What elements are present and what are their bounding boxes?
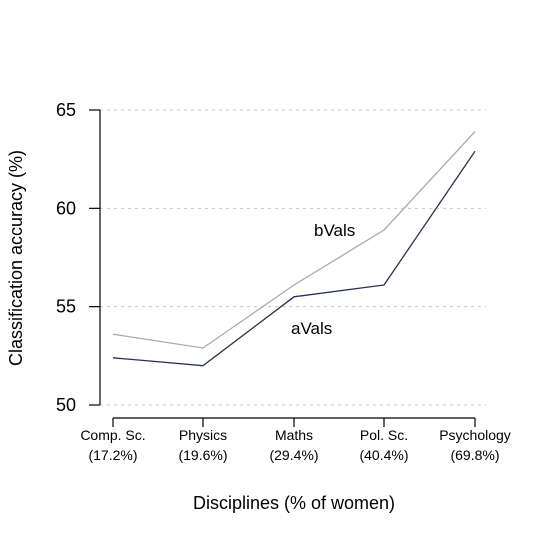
x-tick-sublabel-3: (40.4%) (359, 447, 408, 463)
x-tick-label-3: Pol. Sc. (360, 427, 408, 443)
x-axis-title: Disciplines (% of women) (193, 493, 395, 513)
x-tick-sublabel-0: (17.2%) (88, 447, 137, 463)
y-tick-label-55: 55 (56, 297, 76, 317)
x-tick-label-2: Maths (275, 427, 313, 443)
y-tick-label-65: 65 (56, 100, 76, 120)
grid-lines (100, 109, 486, 406)
y-tick-label-60: 60 (56, 198, 76, 218)
x-tick-label-1: Physics (179, 427, 227, 443)
x-tick-label-4: Psychology (439, 427, 511, 443)
y-axis-title: Classification accuracy (%) (6, 150, 26, 366)
series-line-bvals (112, 131, 476, 349)
series-label-avals: aVals (291, 319, 332, 338)
axes (99, 110, 475, 419)
series-lines (112, 131, 476, 367)
x-tick-sublabel-1: (19.6%) (178, 447, 227, 463)
y-tick-label-50: 50 (56, 395, 76, 415)
x-tick-label-0: Comp. Sc. (80, 427, 145, 443)
series-line-avals (112, 150, 476, 367)
y-ticks: 50 55 60 65 (56, 100, 100, 415)
x-ticks: Comp. Sc. (17.2%) Physics (19.6%) Maths (29.4… (80, 418, 511, 463)
x-tick-sublabel-4: (69.8%) (450, 447, 499, 463)
x-tick-sublabel-2: (29.4%) (269, 447, 318, 463)
series-label-bvals: bVals (314, 221, 355, 240)
